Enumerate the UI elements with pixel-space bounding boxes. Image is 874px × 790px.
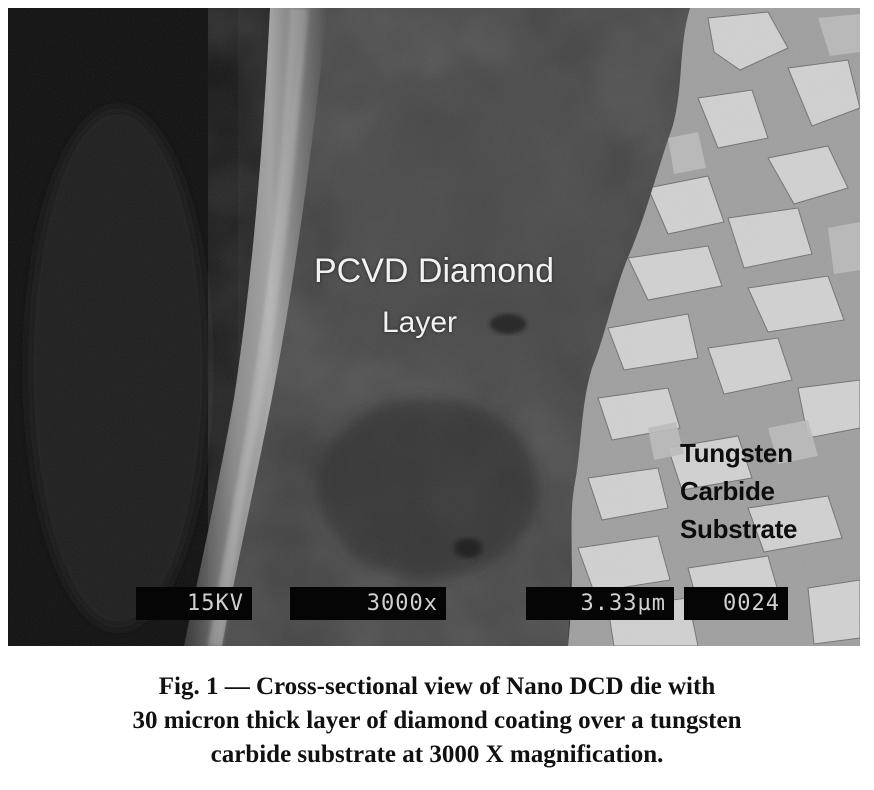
sem-micrograph: PCVD Diamond Layer Tungsten Carbide Subs… <box>8 8 860 646</box>
caption-line: Fig. 1 — Cross-sectional view of Nano DC… <box>158 673 716 700</box>
scale-readout: 3.33µm <box>526 587 674 620</box>
sem-image <box>8 8 860 646</box>
voltage-readout: 15KV <box>136 587 252 620</box>
figure-caption: Fig. 1 — Cross-sectional view of Nano DC… <box>0 670 874 772</box>
substrate-label-line: Substrate <box>680 514 798 544</box>
substrate-label-line: Tungsten <box>680 438 793 468</box>
diamond-layer-label-line1: PCVD Diamond <box>314 252 554 290</box>
image-number-readout: 0024 <box>684 587 788 620</box>
diamond-layer-label-line2: Layer <box>382 306 458 339</box>
caption-line: 30 micron thick layer of diamond coating… <box>132 707 742 734</box>
caption-line: carbide substrate at 3000 X magnificatio… <box>210 741 664 768</box>
magnification-readout: 3000x <box>290 587 446 620</box>
substrate-label: Tungsten Carbide Substrate <box>680 434 798 548</box>
substrate-label-line: Carbide <box>680 476 775 506</box>
